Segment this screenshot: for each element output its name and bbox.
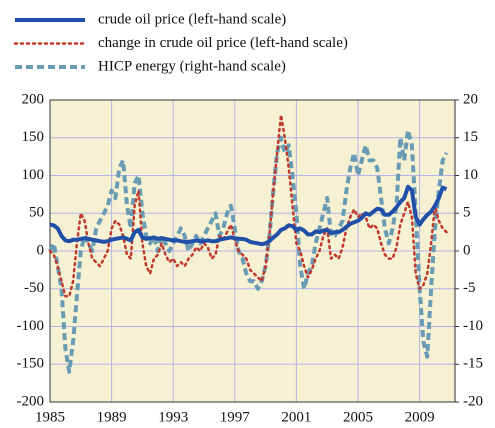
y2-tick-label: -20 — [463, 393, 483, 409]
series-line — [48, 113, 448, 298]
y-tick-label: -100 — [17, 318, 45, 334]
x-tick-label: 2005 — [343, 409, 373, 425]
x-tick-label: 1989 — [97, 409, 127, 425]
y-tick-label: 0 — [37, 242, 45, 258]
y-tick-label: 50 — [29, 205, 44, 221]
y2-tick-label: -15 — [463, 356, 483, 372]
legend-label: change in crude oil price (left-hand sca… — [98, 35, 348, 51]
y-tick-label: 100 — [22, 167, 45, 183]
y2-tick-label: 0 — [463, 242, 471, 258]
y2-tick-label: 5 — [463, 205, 471, 221]
y-tick-label: -200 — [17, 393, 45, 409]
y2-tick-label: 10 — [463, 167, 478, 183]
legend-label: HICP energy (right-hand scale) — [98, 58, 286, 74]
x-tick-label: 1997 — [220, 409, 251, 425]
y2-tick-label: -10 — [463, 318, 483, 334]
y2-tick-label: -5 — [463, 280, 476, 296]
series-line — [49, 184, 448, 247]
y2-tick-label: 20 — [463, 91, 478, 107]
x-tick-label: 2009 — [405, 409, 435, 425]
x-tick-label: 1993 — [158, 409, 188, 425]
legend-label: crude oil price (left-hand scale) — [98, 11, 286, 27]
y-tick-label: -50 — [24, 280, 44, 296]
y-tick-label: -150 — [17, 356, 45, 372]
series-line — [48, 128, 449, 374]
x-tick-label: 2001 — [281, 409, 311, 425]
y-tick-label: 150 — [22, 129, 45, 145]
y-tick-label: 200 — [22, 91, 45, 107]
y2-tick-label: 15 — [463, 129, 478, 145]
x-tick-label: 1985 — [35, 409, 65, 425]
